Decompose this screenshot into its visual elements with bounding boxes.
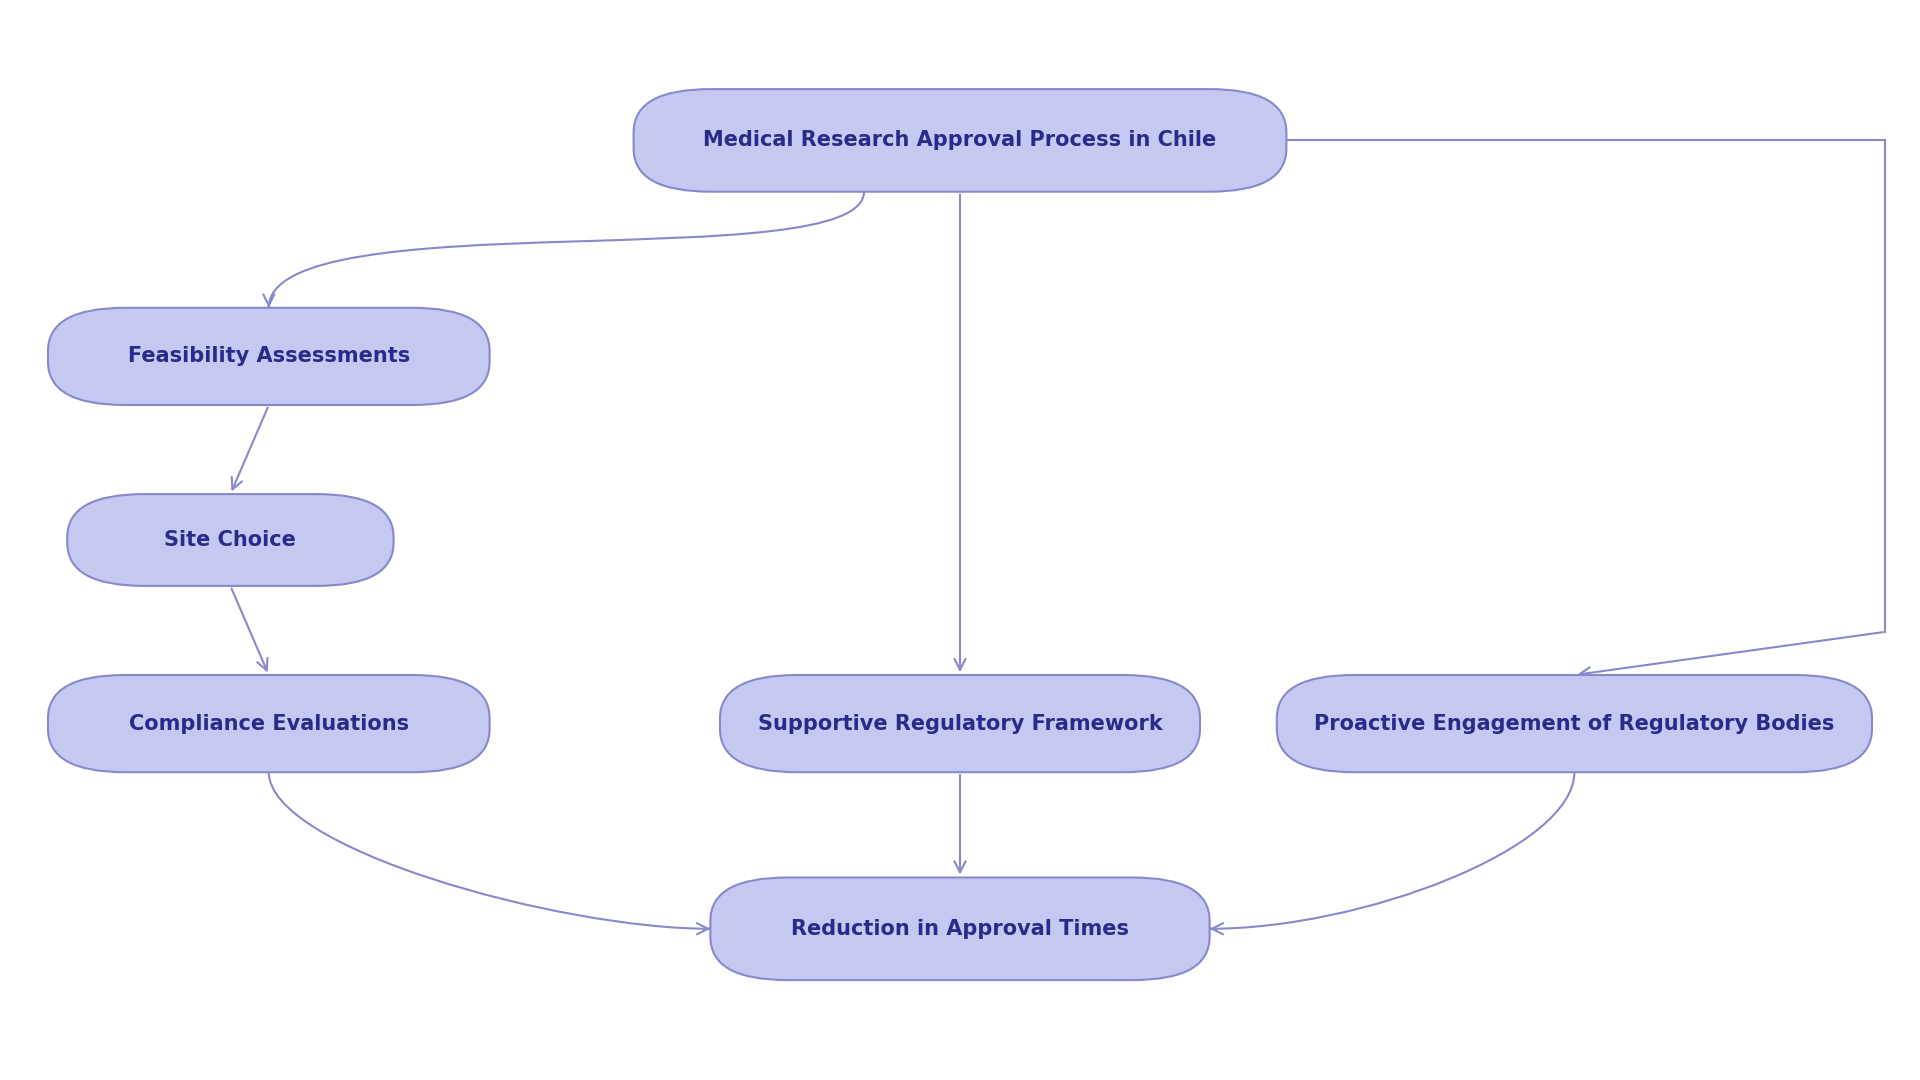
FancyBboxPatch shape (634, 90, 1286, 192)
Text: Medical Research Approval Process in Chile: Medical Research Approval Process in Chi… (703, 131, 1217, 150)
FancyBboxPatch shape (720, 675, 1200, 772)
FancyBboxPatch shape (48, 675, 490, 772)
FancyBboxPatch shape (67, 495, 394, 585)
Text: Compliance Evaluations: Compliance Evaluations (129, 714, 409, 733)
Text: Proactive Engagement of Regulatory Bodies: Proactive Engagement of Regulatory Bodie… (1313, 714, 1836, 733)
FancyBboxPatch shape (48, 308, 490, 405)
Text: Site Choice: Site Choice (165, 530, 296, 550)
FancyBboxPatch shape (710, 877, 1210, 981)
Text: Supportive Regulatory Framework: Supportive Regulatory Framework (758, 714, 1162, 733)
Text: Feasibility Assessments: Feasibility Assessments (127, 347, 411, 366)
Text: Reduction in Approval Times: Reduction in Approval Times (791, 919, 1129, 939)
FancyBboxPatch shape (1277, 675, 1872, 772)
